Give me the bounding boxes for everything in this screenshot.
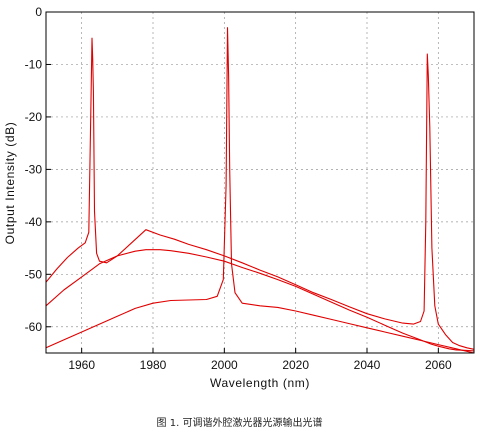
chart-series-layer: [45, 27, 475, 354]
y-tick-label: -50: [25, 267, 43, 281]
x-tick-label: 1960: [68, 358, 95, 372]
figure-caption: 图 1. 可调谐外腔激光器光源输出光谱: [156, 418, 323, 429]
x-axis: 1960 1980 2000 2020 2040 2060: [68, 348, 452, 372]
spectrum-line-3: [45, 27, 475, 354]
y-tick-label: -30: [25, 162, 43, 176]
y-axis: 0 -10 -20 -30 -40 -50 -60: [25, 5, 51, 334]
y-tick-label: -60: [25, 320, 43, 334]
y-tick-label: -20: [25, 110, 43, 124]
y-tick-label: 0: [35, 5, 42, 19]
spectrum-line-1: [45, 37, 475, 350]
chart-grid: [46, 12, 474, 353]
y-axis-title: Output Intensity (dB): [3, 122, 17, 245]
x-tick-label: 2040: [354, 358, 381, 372]
x-tick-label: 2020: [282, 358, 309, 372]
spectrum-line-2: [45, 249, 475, 352]
plot-area-frame: [45, 11, 475, 354]
y-tick-label: -10: [25, 57, 43, 71]
x-tick-label: 2000: [211, 358, 238, 372]
x-tick-label: 1980: [140, 358, 167, 372]
x-tick-label: 2060: [425, 358, 452, 372]
x-axis-title: Wavelength (nm): [210, 376, 310, 390]
y-tick-label: -40: [25, 215, 43, 229]
